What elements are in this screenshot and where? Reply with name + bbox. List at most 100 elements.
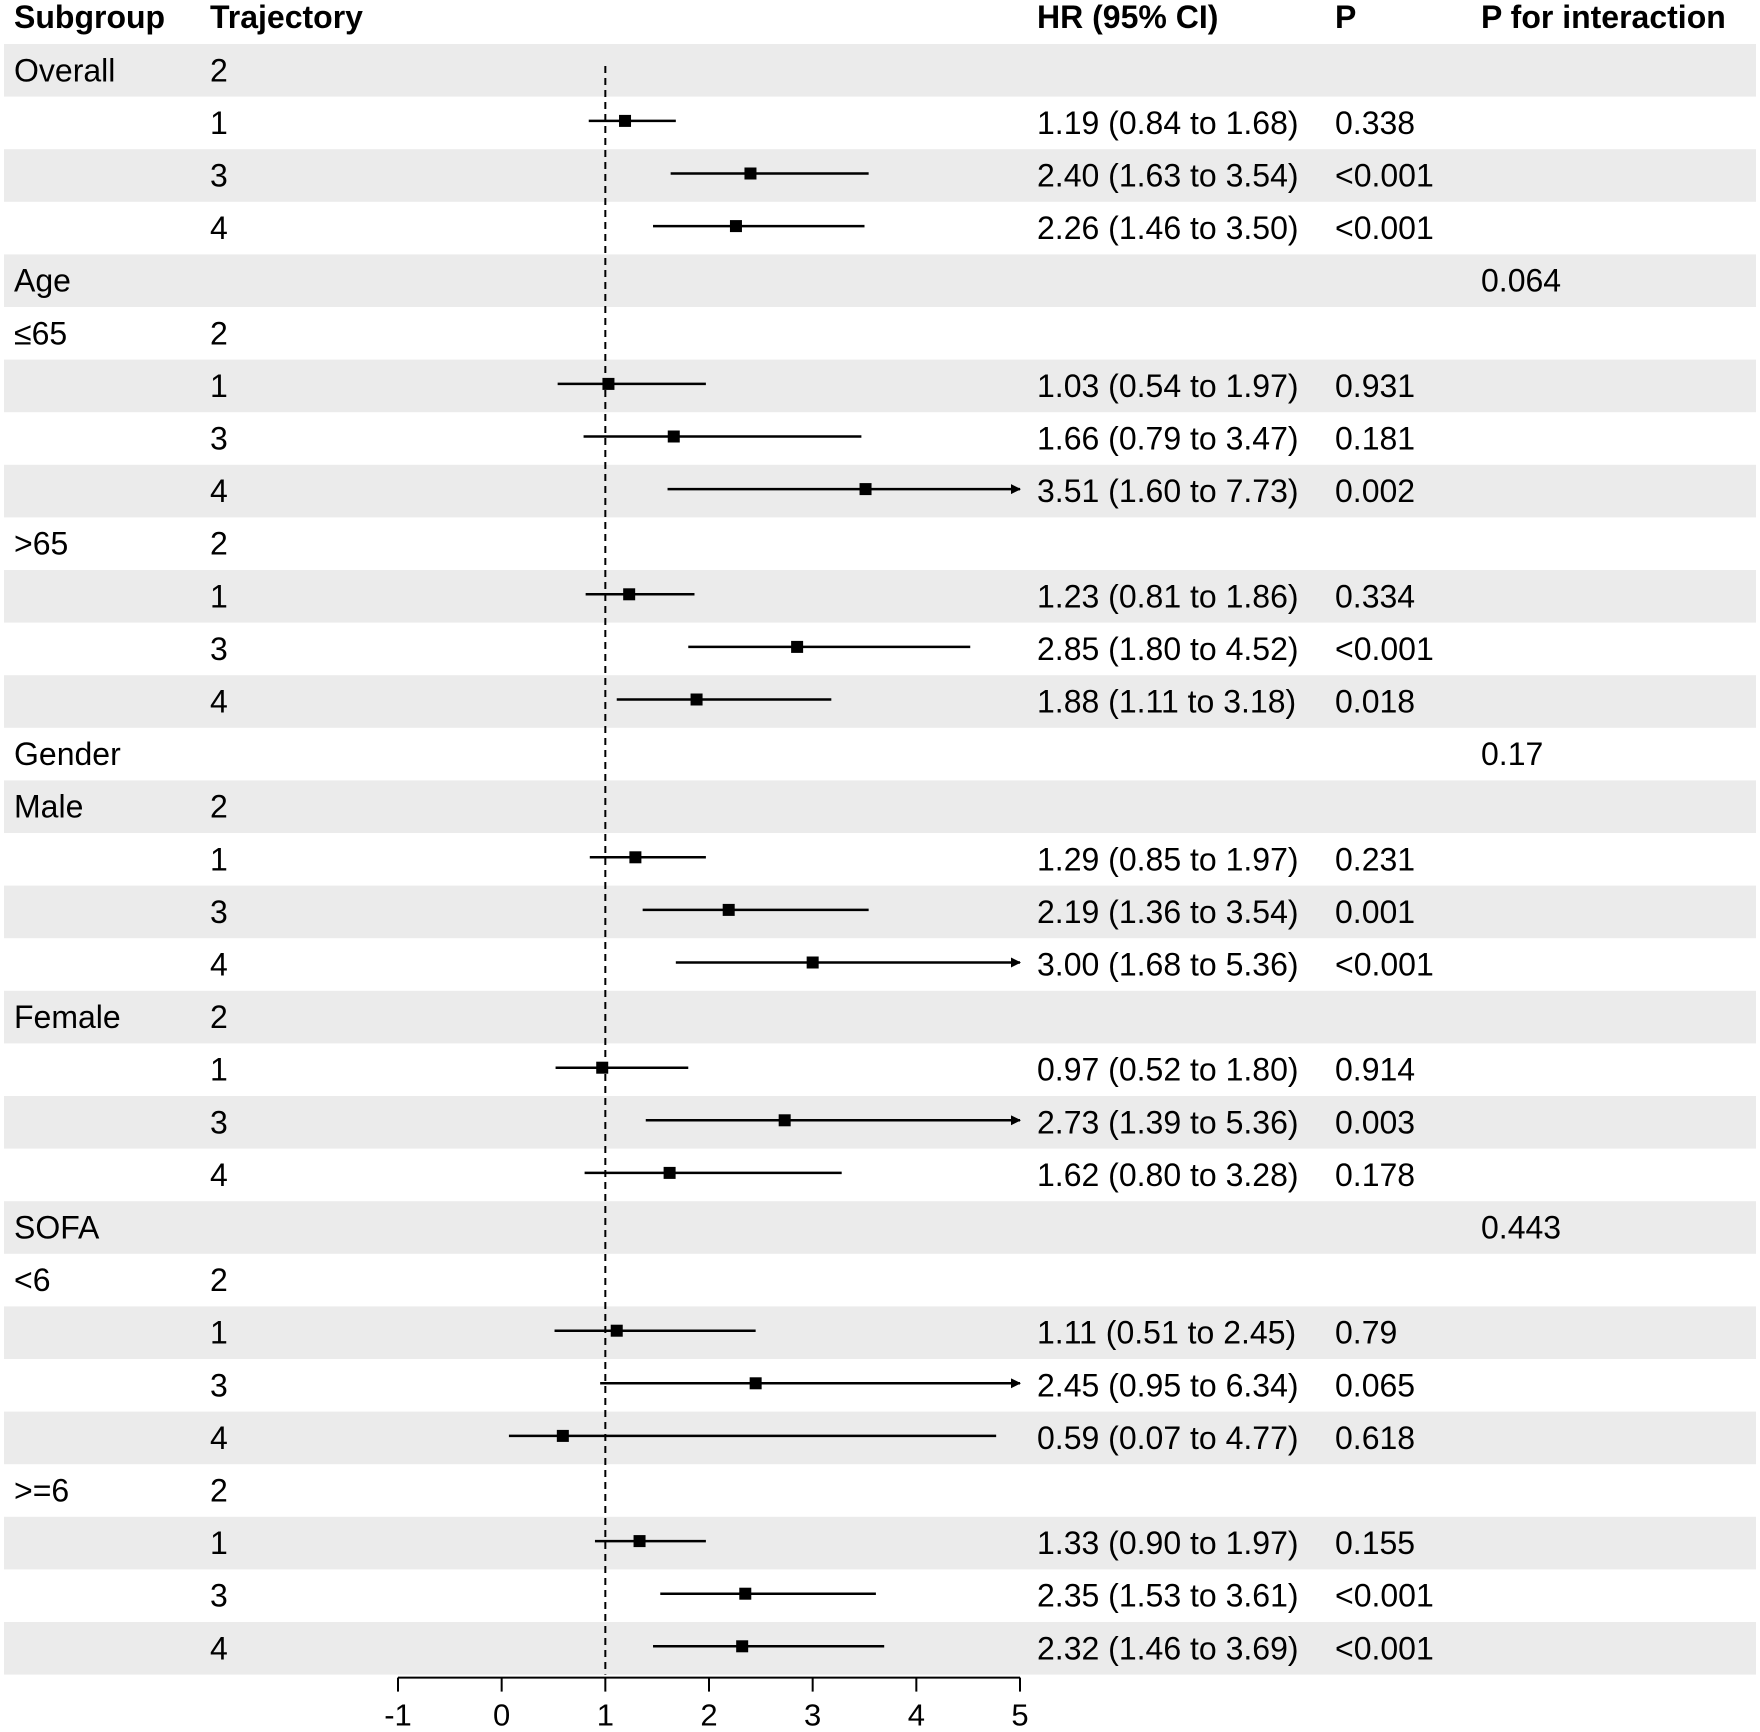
row-hr-ci: 0.97 (0.52 to 1.80) (1037, 1052, 1299, 1088)
row-hr-ci: 2.85 (1.80 to 4.52) (1037, 631, 1299, 667)
row-trajectory: 2 (210, 1473, 228, 1509)
header-trajectory: Trajectory (210, 0, 363, 35)
row-stripe (4, 359, 1756, 413)
row-p-value: 0.155 (1335, 1525, 1415, 1561)
row-trajectory: 2 (210, 315, 228, 351)
table-row: 3 2.73 (1.39 to 5.36) 0.003 (210, 1104, 1415, 1140)
row-trajectory: 3 (210, 1104, 228, 1140)
hr-point (729, 220, 742, 233)
row-trajectory: 2 (210, 52, 228, 88)
row-stripe (4, 990, 1756, 1044)
row-p-value: 0.231 (1335, 841, 1415, 877)
table-row: 1 1.03 (0.54 to 1.97) 0.931 (210, 368, 1415, 404)
row-p-interaction: 0.17 (1481, 736, 1543, 772)
row-hr-ci: 2.45 (0.95 to 6.34) (1037, 1367, 1299, 1403)
row-trajectory: 4 (210, 947, 228, 983)
row-trajectory: 4 (210, 1157, 228, 1193)
row-trajectory: 4 (210, 1420, 228, 1456)
row-subgroup: Male (14, 789, 83, 825)
row-subgroup: >65 (14, 526, 68, 562)
row-trajectory: 3 (210, 1578, 228, 1614)
row-trajectory: 2 (210, 1262, 228, 1298)
row-hr-ci: 1.29 (0.85 to 1.97) (1037, 841, 1299, 877)
hr-point (602, 377, 615, 390)
hr-point (596, 1061, 609, 1074)
table-row: Female 2 (14, 999, 228, 1035)
row-hr-ci: 1.19 (0.84 to 1.68) (1037, 105, 1299, 141)
table-row: Gender 0.17 (14, 736, 1543, 772)
x-tick-label: 5 (1011, 1698, 1028, 1732)
x-axis: -1 0 1 2 3 4 5 (384, 1676, 1029, 1732)
row-p-value: 0.914 (1335, 1052, 1415, 1088)
row-trajectory: 1 (210, 578, 228, 614)
table-row: 3 2.85 (1.80 to 4.52) <0.001 (210, 631, 1434, 667)
table-row: 3 2.19 (1.36 to 3.54) 0.001 (210, 894, 1415, 930)
row-p-value: 0.065 (1335, 1367, 1415, 1403)
row-trajectory: 3 (210, 1367, 228, 1403)
row-trajectory: 4 (210, 473, 228, 509)
row-subgroup: Overall (14, 52, 115, 88)
row-p-value: <0.001 (1335, 210, 1434, 246)
table-row: 1 1.23 (0.81 to 1.86) 0.334 (210, 578, 1415, 614)
row-trajectory: 3 (210, 158, 228, 194)
hr-point (619, 114, 632, 127)
row-subgroup: Gender (14, 736, 121, 772)
row-subgroup: Female (14, 999, 121, 1035)
row-stripe (4, 464, 1756, 518)
hr-point (739, 1587, 752, 1600)
table-row: 1 1.29 (0.85 to 1.97) 0.231 (210, 841, 1415, 877)
row-stripe (4, 1201, 1756, 1254)
table-row: Male 2 (14, 789, 228, 825)
table-row: 3 2.40 (1.63 to 3.54) <0.001 (210, 158, 1434, 194)
row-hr-ci: 2.73 (1.39 to 5.36) (1037, 1104, 1299, 1140)
table-row: >65 2 (14, 526, 228, 562)
table-row: 1 1.19 (0.84 to 1.68) 0.338 (210, 105, 1415, 141)
hr-point (610, 1324, 623, 1337)
row-hr-ci: 1.62 (0.80 to 3.28) (1037, 1157, 1299, 1193)
row-trajectory: 4 (210, 684, 228, 720)
hr-point (778, 1114, 791, 1127)
row-hr-ci: 1.88 (1.11 to 3.18) (1037, 684, 1296, 720)
table-row: 4 2.32 (1.46 to 3.69) <0.001 (210, 1630, 1434, 1666)
row-trajectory: 2 (210, 999, 228, 1035)
hr-point (749, 1377, 762, 1390)
header-p-interaction: P for interaction (1481, 0, 1726, 35)
x-tick-label: 4 (908, 1698, 925, 1732)
row-trajectory: 1 (210, 1525, 228, 1561)
row-trajectory: 2 (210, 526, 228, 562)
row-p-value: 0.002 (1335, 473, 1415, 509)
row-p-value: 0.001 (1335, 894, 1415, 930)
row-stripe (4, 570, 1756, 623)
row-p-value: 0.931 (1335, 368, 1415, 404)
table-header: Subgroup Trajectory HR (95% CI) P P for … (14, 0, 1726, 35)
table-row: 1 1.33 (0.90 to 1.97) 0.155 (210, 1525, 1415, 1561)
row-p-value: <0.001 (1335, 947, 1434, 983)
row-p-value: 0.334 (1335, 578, 1415, 614)
row-stripe (4, 44, 1756, 97)
row-trajectory: 4 (210, 1630, 228, 1666)
row-p-value: <0.001 (1335, 1630, 1434, 1666)
row-hr-ci: 1.23 (0.81 to 1.86) (1037, 578, 1299, 614)
table-row: 4 3.51 (1.60 to 7.73) 0.002 (210, 473, 1415, 509)
hr-point (623, 588, 636, 601)
row-trajectory: 1 (210, 105, 228, 141)
hr-point (633, 1535, 646, 1548)
hr-point (667, 430, 680, 443)
row-hr-ci: 1.33 (0.90 to 1.97) (1037, 1525, 1299, 1561)
row-trajectory: 1 (210, 368, 228, 404)
row-stripe (4, 1516, 1756, 1570)
row-p-value: 0.181 (1335, 421, 1415, 457)
forest-rows: Overall 2 1 1.19 (0.84 to 1.68) 0.338 3 2.40 (… (14, 52, 1561, 1666)
row-stripe (4, 675, 1756, 728)
table-row: 1 1.11 (0.51 to 2.45) 0.79 (210, 1315, 1397, 1351)
row-hr-ci: 1.11 (0.51 to 2.45) (1037, 1315, 1296, 1351)
hr-point (629, 851, 642, 864)
header-p: P (1335, 0, 1356, 35)
row-hr-ci: 2.26 (1.46 to 3.50) (1037, 210, 1299, 246)
hr-point (663, 1166, 676, 1179)
row-stripe (4, 780, 1756, 833)
hr-point (556, 1429, 569, 1442)
hr-point (859, 483, 872, 496)
row-p-value: 0.79 (1335, 1315, 1397, 1351)
